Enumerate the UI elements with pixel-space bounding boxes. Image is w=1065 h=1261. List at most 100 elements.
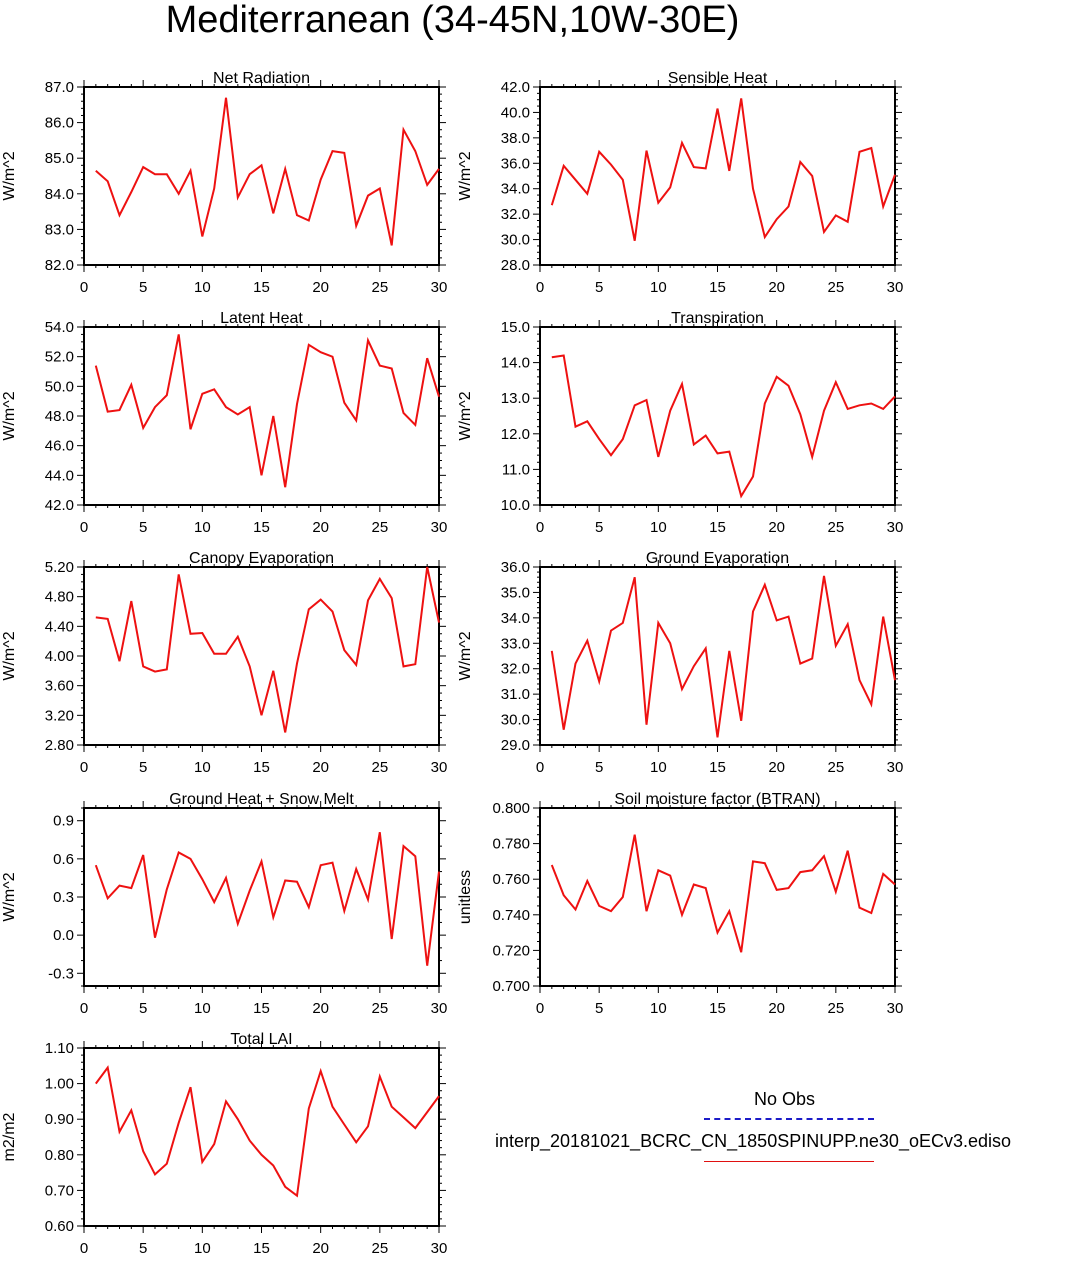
x-tick-label: 25 <box>371 1000 388 1017</box>
x-tick-label: 15 <box>253 1240 270 1257</box>
x-tick-label: 30 <box>887 759 904 776</box>
x-tick-label: 20 <box>312 759 329 776</box>
data-line <box>94 832 440 966</box>
x-tick-label: 30 <box>431 519 448 536</box>
y-tick-label: 4.80 <box>45 589 74 606</box>
x-tick-label: 30 <box>887 279 904 296</box>
y-tick-label: 42.0 <box>501 79 530 96</box>
y-tick-label: 0.80 <box>45 1147 74 1164</box>
y-tick-label: 1.00 <box>45 1076 74 1093</box>
x-tick-label: 20 <box>768 279 785 296</box>
x-tick-label: 15 <box>253 759 270 776</box>
x-tick-label: 5 <box>595 759 603 776</box>
x-tick-label: 10 <box>194 1240 211 1257</box>
y-axis-label: m2/m2 <box>1 1112 18 1161</box>
x-tick-label: 5 <box>139 279 147 296</box>
x-tick-label: 0 <box>536 1000 544 1017</box>
x-tick-label: 15 <box>253 279 270 296</box>
y-tick-label: 15.0 <box>501 319 530 336</box>
panel-net-radiation: Net Radiation W/m^2 0 5 10 15 20 25 30 82.0 83.0 84… <box>1 70 447 296</box>
data-line <box>94 334 440 488</box>
y-tick-label: 50.0 <box>45 378 74 395</box>
y-tick-label: 54.0 <box>45 319 74 336</box>
plot-frame <box>83 326 440 506</box>
x-tick-label: 10 <box>194 1000 211 1017</box>
y-tick-label: 11.0 <box>502 461 530 478</box>
x-tick-label: 20 <box>312 279 329 296</box>
y-tick-label: 0.3 <box>53 889 74 906</box>
panel-title: Soil moisture factor (BTRAN) <box>614 791 820 808</box>
x-tick-label: 30 <box>887 519 904 536</box>
x-tick-label: 10 <box>194 759 211 776</box>
y-tick-label: 84.0 <box>45 186 74 203</box>
y-tick-label: 36.0 <box>501 155 530 172</box>
y-tick-label: 0.760 <box>492 871 530 888</box>
x-tick-label: 5 <box>595 279 603 296</box>
y-tick-label: 83.0 <box>45 221 74 238</box>
y-tick-label: 52.0 <box>45 349 74 366</box>
x-tick-label: 10 <box>650 1000 667 1017</box>
legend-model-line <box>704 1161 874 1162</box>
y-axis-label: W/m^2 <box>457 631 474 680</box>
x-tick-label: 15 <box>253 519 270 536</box>
x-tick-label: 30 <box>431 759 448 776</box>
panel-total-lai: Total LAI m2/m2 0 5 10 15 20 25 30 0.60 0.70 0.80 0.… <box>1 1031 447 1257</box>
y-tick-label: 3.20 <box>45 707 74 724</box>
y-tick-label: 0.9 <box>53 813 74 830</box>
panel-ground-heat-snow-melt: Ground Heat + Snow Melt W/m^2 0 5 10 15 20 25 30… <box>1 791 447 1017</box>
x-tick-label: 5 <box>595 519 603 536</box>
panel-sensible-heat: Sensible Heat W/m^2 0 5 10 15 20 25 30 28.0 30.0 32… <box>457 70 903 296</box>
x-tick-label: 10 <box>194 519 211 536</box>
x-tick-label: 25 <box>371 759 388 776</box>
panel-title: Sensible Heat <box>668 70 768 87</box>
y-tick-label: 28.0 <box>501 257 530 274</box>
x-tick-label: 30 <box>887 1000 904 1017</box>
plot-frame <box>539 566 896 746</box>
y-tick-label: 44.0 <box>45 467 74 484</box>
panel-transpiration: Transpiration W/m^2 0 5 10 15 20 25 30 10.0 11.0 12… <box>457 310 903 536</box>
legend-obs-dash <box>704 1118 874 1120</box>
y-tick-label: 0.6 <box>53 851 74 868</box>
y-tick-label: 0.720 <box>492 942 530 959</box>
y-axis-label: W/m^2 <box>457 151 474 200</box>
y-axis-label: W/m^2 <box>1 151 18 200</box>
y-axis-label: W/m^2 <box>457 391 474 440</box>
data-line <box>94 1065 440 1198</box>
y-tick-label: 35.0 <box>501 584 530 601</box>
x-tick-label: 20 <box>768 519 785 536</box>
x-tick-label: 10 <box>650 759 667 776</box>
data-line <box>95 97 440 246</box>
data-line <box>550 575 896 738</box>
x-tick-label: 30 <box>431 1240 448 1257</box>
y-tick-label: 34.0 <box>501 181 530 198</box>
y-tick-label: 82.0 <box>45 257 74 274</box>
x-tick-label: 25 <box>827 1000 844 1017</box>
y-tick-label: 10.0 <box>501 497 530 514</box>
plot-frame <box>539 807 896 987</box>
y-tick-label: 42.0 <box>45 497 74 514</box>
x-tick-label: 5 <box>139 1000 147 1017</box>
panel-soil-moisture-factor-btran: Soil moisture factor (BTRAN) unitless 0 5 10… <box>457 791 903 1017</box>
y-tick-label: 34.0 <box>501 610 530 627</box>
panel-title: Ground Evaporation <box>646 550 789 567</box>
plot-frame <box>539 326 896 506</box>
data-line <box>550 98 896 241</box>
panel-canopy-evaporation: Canopy Evaporation W/m^2 0 5 10 15 20 25 30 2.80 3… <box>1 550 447 776</box>
x-tick-label: 20 <box>312 519 329 536</box>
y-tick-label: 40.0 <box>501 104 530 121</box>
panel-title: Ground Heat + Snow Melt <box>169 791 354 808</box>
y-tick-label: 0.0 <box>53 927 74 944</box>
x-tick-label: 25 <box>827 279 844 296</box>
x-tick-label: 0 <box>80 519 88 536</box>
panel-ground-evaporation: Ground Evaporation W/m^2 0 5 10 15 20 25 30 29.0 3… <box>457 550 903 776</box>
y-tick-label: 32.0 <box>501 661 530 678</box>
y-tick-label: 14.0 <box>501 355 530 372</box>
y-tick-label: 30.0 <box>501 232 530 249</box>
y-tick-label: 0.90 <box>45 1111 74 1128</box>
y-tick-label: 38.0 <box>501 130 530 147</box>
y-tick-label: 86.0 <box>45 115 74 132</box>
y-tick-label: 0.700 <box>492 978 530 995</box>
data-line <box>550 834 896 953</box>
y-tick-label: 33.0 <box>501 635 530 652</box>
